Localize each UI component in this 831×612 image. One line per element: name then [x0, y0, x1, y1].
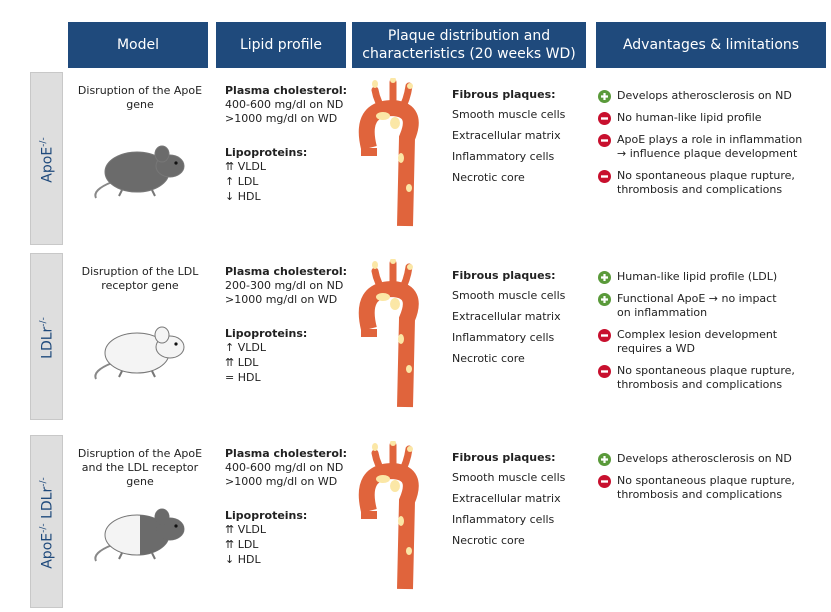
row-label: ApoE-/- LDLr-/-: [39, 477, 56, 569]
lipoprotein-item: ↑ LDL: [225, 175, 259, 188]
model-description: Disruption of the ApoE and the LDL recep…: [77, 447, 203, 488]
advantage-text: No human-like lipid profile: [617, 111, 762, 124]
advantage-text: requires a WD: [617, 342, 695, 355]
label-text: LDLr: [39, 486, 56, 523]
cholesterol-value: 200-300 mg/dl on ND: [225, 279, 344, 292]
superscript: -/-: [38, 136, 49, 147]
plus-icon: [598, 453, 611, 466]
label-text: ApoE: [39, 532, 56, 569]
plaque-component: Smooth muscle cells: [452, 471, 566, 484]
cholesterol-title: Plasma cholesterol:: [225, 265, 348, 278]
row-label: ApoE-/-: [39, 137, 56, 182]
plaque-component: Necrotic core: [452, 534, 525, 547]
aorta-illustration: [358, 78, 419, 227]
plaque-component: Inflammatory cells: [452, 331, 555, 344]
lipoprotein-item: = HDL: [225, 371, 261, 384]
cholesterol-value: >1000 mg/dl on WD: [225, 293, 338, 306]
advantage-text: thrombosis and complications: [617, 183, 783, 196]
advantage-text: Develops atherosclerosis on ND: [617, 452, 792, 465]
column-header: Lipid profile: [216, 22, 346, 68]
advantage-text: on inflammation: [617, 306, 708, 319]
minus-icon: [598, 329, 611, 342]
lipoprotein-item: ⇈ LDL: [225, 356, 259, 369]
column-header: Advantages & limitations: [596, 22, 826, 68]
mouse-illustration: [94, 145, 185, 199]
superscript: -/-: [38, 522, 49, 533]
lipoprotein-item: ⇈ VLDL: [225, 160, 266, 173]
plaque-component: Extracellular matrix: [452, 310, 561, 323]
cholesterol-value: >1000 mg/dl on WD: [225, 475, 338, 488]
lipoproteins-title: Lipoproteins:: [225, 146, 308, 159]
minus-icon: [598, 134, 611, 147]
lipoprotein-item: ⇈ VLDL: [225, 523, 266, 536]
label-text: ApoE: [39, 146, 56, 183]
advantage-text: Develops atherosclerosis on ND: [617, 89, 792, 102]
row-label-box: ApoE-/-: [30, 72, 63, 245]
superscript: -/-: [38, 476, 49, 487]
model-description: Disruption of the LDL receptor gene: [81, 265, 199, 292]
row-label-box: ApoE-/- LDLr-/-: [30, 435, 63, 608]
advantage-text: Functional ApoE → no impact: [617, 292, 777, 305]
lipoprotein-item: ⇈ LDL: [225, 538, 259, 551]
plus-icon: [598, 90, 611, 103]
cholesterol-value: >1000 mg/dl on WD: [225, 112, 338, 125]
advantage-text: → influence plaque development: [617, 147, 798, 160]
aorta-illustration: [358, 441, 419, 590]
plus-icon: [598, 271, 611, 284]
advantage-text: ApoE plays a role in inflammation: [617, 133, 803, 146]
plaque-component: Extracellular matrix: [452, 492, 561, 505]
plus-icon: [598, 293, 611, 306]
cholesterol-title: Plasma cholesterol:: [225, 84, 348, 97]
plaque-title: Fibrous plaques:: [452, 269, 556, 282]
advantage-text: Human-like lipid profile (LDL): [617, 270, 778, 283]
column-header: Plaque distribution and characteristics …: [352, 22, 586, 68]
model-description: Disruption of the ApoE gene: [77, 84, 203, 111]
plaque-component: Inflammatory cells: [452, 513, 555, 526]
column-header: Model: [68, 22, 208, 68]
label-text: LDLr: [39, 326, 56, 359]
cholesterol-title: Plasma cholesterol:: [225, 447, 348, 460]
mouse-illustration: [94, 326, 185, 380]
mouse-illustration: [94, 508, 185, 562]
advantage-text: No spontaneous plaque rupture,: [617, 474, 795, 487]
advantage-text: thrombosis and complications: [617, 378, 783, 391]
lipoprotein-item: ↓ HDL: [225, 190, 261, 203]
cholesterol-value: 400-600 mg/dl on ND: [225, 461, 344, 474]
advantage-text: Complex lesion development: [617, 328, 778, 341]
plaque-component: Extracellular matrix: [452, 129, 561, 142]
plaque-component: Inflammatory cells: [452, 150, 555, 163]
row-label-box: LDLr-/-: [30, 253, 63, 420]
lipoprotein-item: ↑ VLDL: [225, 341, 266, 354]
minus-icon: [598, 365, 611, 378]
plaque-component: Smooth muscle cells: [452, 108, 566, 121]
plaque-component: Necrotic core: [452, 352, 525, 365]
lipoproteins-title: Lipoproteins:: [225, 509, 308, 522]
minus-icon: [598, 170, 611, 183]
lipoprotein-item: ↓ HDL: [225, 553, 261, 566]
minus-icon: [598, 112, 611, 125]
advantage-text: No spontaneous plaque rupture,: [617, 169, 795, 182]
lipoproteins-title: Lipoproteins:: [225, 327, 308, 340]
plaque-component: Necrotic core: [452, 171, 525, 184]
row-label: LDLr-/-: [39, 317, 56, 359]
superscript: -/-: [38, 316, 49, 327]
cholesterol-value: 400-600 mg/dl on ND: [225, 98, 344, 111]
plaque-component: Smooth muscle cells: [452, 289, 566, 302]
minus-icon: [598, 475, 611, 488]
plaque-title: Fibrous plaques:: [452, 451, 556, 464]
plaque-title: Fibrous plaques:: [452, 88, 556, 101]
advantage-text: thrombosis and complications: [617, 488, 783, 501]
advantage-text: No spontaneous plaque rupture,: [617, 364, 795, 377]
aorta-illustration: [358, 259, 419, 408]
